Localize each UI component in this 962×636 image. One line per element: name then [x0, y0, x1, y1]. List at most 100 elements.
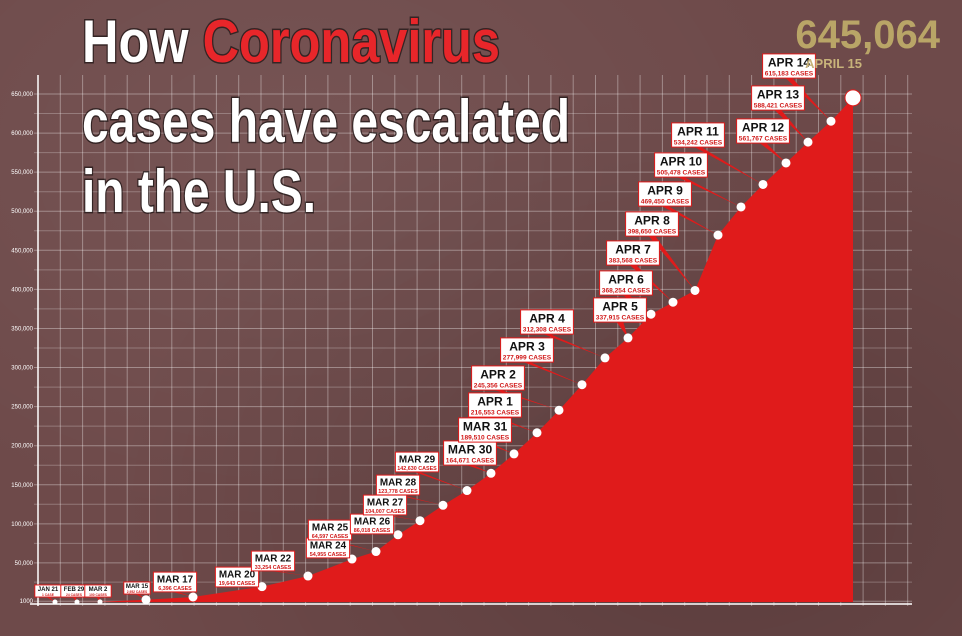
data-point — [844, 89, 862, 107]
y-tick-label: 300,000 — [11, 366, 33, 372]
callout-date: APR 10 — [660, 154, 703, 168]
title-fragment: How — [82, 8, 203, 75]
title-line: in the U.S. — [82, 158, 316, 225]
data-point — [97, 599, 103, 605]
headline-date: APRIL 15 — [805, 56, 862, 71]
callout-box — [152, 571, 198, 593]
callout-date: APR 9 — [647, 183, 683, 197]
callout-cases: 19,643 CASES — [219, 581, 256, 587]
callout-date: MAR 22 — [255, 553, 292, 564]
callout-box — [671, 122, 725, 148]
callout-box — [654, 152, 708, 178]
y-tick-label: 50,000 — [15, 561, 34, 567]
callout-date: MAR 20 — [219, 569, 256, 580]
callout-leader — [414, 471, 467, 491]
callout-box — [468, 392, 522, 418]
data-point — [438, 500, 448, 510]
callout-cases: 245,356 CASES — [474, 383, 523, 390]
y-axis-tick-labels: 1000 50,000 100,000 150,000 200,000 250,000 30… — [11, 92, 33, 605]
data-point — [415, 516, 425, 526]
data-points — [52, 89, 862, 605]
callout-date: APR 2 — [480, 367, 516, 381]
callout-leader — [523, 362, 582, 385]
callout-cases: 469,450 CASES — [641, 199, 690, 206]
callout-box — [625, 211, 679, 237]
callout-box — [123, 581, 151, 595]
data-point — [188, 592, 198, 602]
callout-date: MAR 28 — [380, 477, 417, 488]
callout-box — [471, 365, 525, 391]
data-point — [826, 116, 836, 126]
callout-cases: 1 CASE — [42, 593, 55, 597]
callout-date: MAR 25 — [312, 522, 349, 533]
callout-date: MAR 31 — [463, 419, 508, 433]
callout-date: APR 12 — [742, 120, 785, 134]
callout-date: APR 11 — [677, 124, 719, 138]
callout-date: MAR 15 — [126, 584, 149, 590]
callout-box — [250, 550, 296, 572]
callout-box — [638, 181, 692, 207]
y-tick-label: 450,000 — [11, 248, 33, 254]
callout-cases: 54,955 CASES — [310, 552, 347, 558]
callout-date: FEB 29 — [64, 587, 85, 593]
data-point — [371, 547, 381, 557]
callout-leader — [494, 390, 559, 411]
data-point — [303, 571, 313, 581]
callout-box — [606, 240, 660, 266]
callout-cases: 86,018 CASES — [354, 528, 391, 534]
callout-cases: 104,007 CASES — [365, 509, 405, 515]
data-point — [803, 137, 813, 147]
callout-leader — [96, 597, 100, 602]
callout-cases: 2,952 CASES — [127, 590, 148, 594]
title-fragment: cases have escalated — [82, 88, 570, 155]
y-tick-label: 350,000 — [11, 326, 33, 332]
callout-cases: 337,915 CASES — [596, 315, 645, 322]
callout-cases: 189,510 CASES — [461, 435, 510, 442]
callout-box — [593, 297, 647, 323]
callout-box — [599, 270, 653, 296]
cases-area — [55, 97, 853, 603]
data-point — [781, 158, 791, 168]
data-point — [486, 468, 496, 478]
callout-cases: 505,478 CASES — [657, 170, 706, 177]
callout-cases: 33,254 CASES — [255, 565, 292, 571]
y-tick-label: 650,000 — [11, 92, 33, 98]
callout-cases: 64,597 CASES — [312, 534, 349, 540]
y-tick-label: 1000 — [20, 599, 34, 605]
callout-cases: 100 CASES — [89, 593, 108, 597]
data-point — [668, 297, 678, 307]
callout-date: APR 5 — [602, 299, 638, 313]
data-point — [713, 230, 723, 240]
callout-date: MAR 30 — [448, 442, 493, 456]
title-fragment: in the U.S. — [82, 158, 316, 225]
callout-date: MAR 24 — [310, 540, 347, 551]
callout-box — [736, 118, 790, 144]
callout-date: APR 14 — [768, 55, 811, 69]
data-point — [600, 353, 610, 363]
data-point — [758, 179, 768, 189]
callout-date: APR 3 — [509, 339, 545, 353]
callout-date: MAR 26 — [354, 516, 391, 527]
callout-cases: 216,553 CASES — [471, 410, 520, 417]
data-point — [623, 333, 633, 343]
data-point — [646, 309, 656, 319]
callout-date: APR 1 — [477, 394, 513, 408]
callout-box — [458, 417, 512, 443]
callout-leader — [135, 594, 146, 600]
callout-date: APR 8 — [634, 213, 670, 227]
callout-cases: 24 CASES — [66, 593, 83, 597]
callout-leader — [694, 147, 763, 185]
callout-box — [214, 566, 260, 588]
callout-cases: 588,421 CASES — [754, 103, 803, 110]
data-point — [74, 599, 80, 605]
callout-box — [394, 451, 440, 473]
callout-date: MAR 27 — [367, 497, 404, 508]
data-point — [257, 582, 267, 592]
callout-box — [375, 474, 421, 496]
callout-leader — [543, 334, 605, 358]
data-point — [690, 285, 700, 295]
callout-cases: 383,568 CASES — [609, 258, 658, 265]
